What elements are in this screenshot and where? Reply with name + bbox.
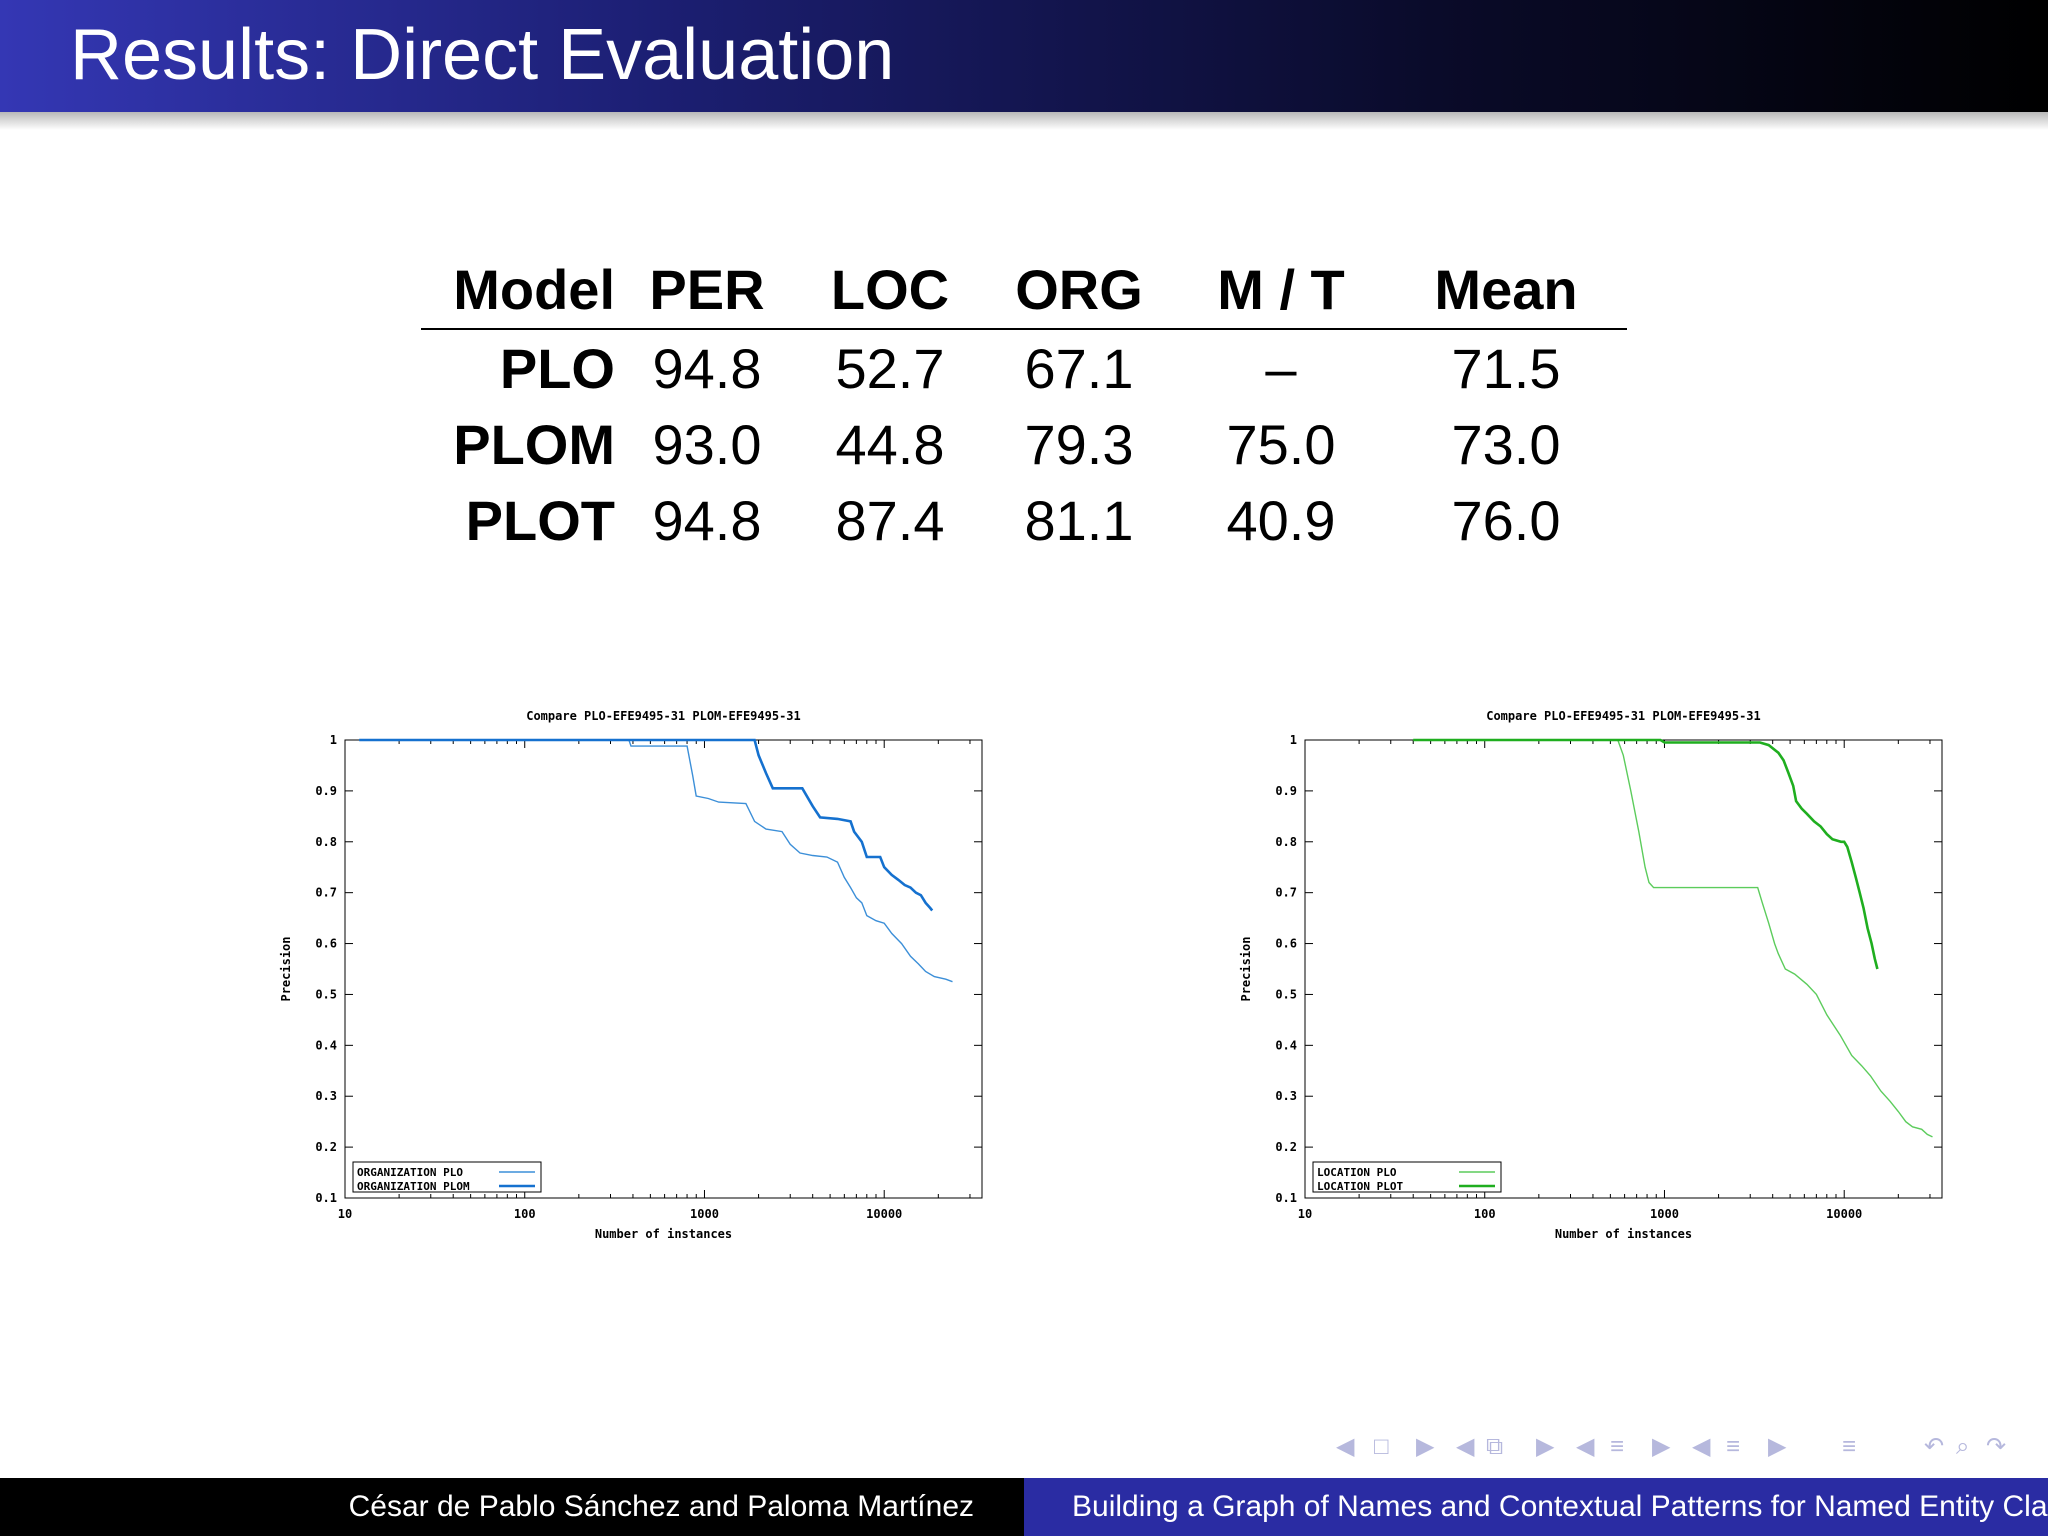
legend-label: LOCATION PLOT xyxy=(1317,1180,1403,1193)
chart-title: Compare PLO-EFE9495-31 PLOM-EFE9495-31 xyxy=(526,709,801,723)
y-tick-label: 0.6 xyxy=(315,937,337,951)
cell-mean: 71.5 xyxy=(1451,336,1561,400)
undo-icon[interactable]: ↶ xyxy=(1924,1433,1945,1460)
y-axis-label: Precision xyxy=(1239,936,1253,1001)
series-line xyxy=(1413,739,1933,1138)
header-mt: M / T xyxy=(1177,250,1385,330)
y-tick-label: 1 xyxy=(1290,733,1297,747)
cell-mt: – xyxy=(1265,336,1297,400)
y-tick-label: 0.3 xyxy=(1275,1089,1297,1103)
cell-per: 94.8 xyxy=(652,488,762,552)
cell-per: 94.8 xyxy=(652,336,762,400)
document-section-icon[interactable]: ≡ xyxy=(1726,1433,1741,1460)
cell-org: 67.1 xyxy=(1024,336,1134,400)
slide-title-bar: Results: Direct Evaluation xyxy=(0,0,2048,112)
x-tick-label: 10000 xyxy=(866,1207,902,1221)
legend-label: ORGANIZATION PLO xyxy=(357,1166,463,1179)
frame-icon[interactable]: □ xyxy=(1374,1433,1389,1460)
cell-per: 93.0 xyxy=(652,412,762,476)
cell-loc: 87.4 xyxy=(835,488,945,552)
table-header-row: Model PER LOC ORG M / T Mean xyxy=(421,250,1627,330)
x-tick-label: 100 xyxy=(514,1207,536,1221)
document-next-arrow-icon[interactable]: ▶ xyxy=(1768,1433,1787,1460)
y-tick-label: 0.1 xyxy=(315,1191,337,1205)
cell-model: PLO xyxy=(499,336,615,400)
cell-mt: 40.9 xyxy=(1226,488,1336,552)
cell-org: 81.1 xyxy=(1024,488,1134,552)
y-tick-label: 0.9 xyxy=(1275,784,1297,798)
footer-authors: César de Pablo Sánchez and Paloma Martín… xyxy=(0,1478,1024,1536)
cell-mean: 76.0 xyxy=(1451,488,1561,552)
x-tick-label: 1000 xyxy=(690,1207,719,1221)
cell-loc: 44.8 xyxy=(835,412,945,476)
y-tick-label: 0.4 xyxy=(315,1038,337,1052)
y-tick-label: 0.8 xyxy=(315,835,337,849)
header-per: PER xyxy=(615,250,799,330)
cell-mt: 75.0 xyxy=(1226,412,1336,476)
x-tick-label: 1000 xyxy=(1650,1207,1679,1221)
location-chart-svg: Compare PLO-EFE9495-31 PLOM-EFE9495-31 0.… xyxy=(1239,709,1943,1241)
plot-frame xyxy=(1304,739,1943,1199)
table-row: PLOM 93.0 44.8 79.3 75.0 73.0 xyxy=(421,406,1627,482)
subsection-icon[interactable]: ⧉ xyxy=(1486,1433,1504,1460)
y-tick-label: 0.5 xyxy=(315,987,337,1001)
footer-talk-title: Building a Graph of Names and Contextual… xyxy=(1024,1478,2048,1536)
series-line xyxy=(359,739,953,983)
organization-precision-chart: Compare PLO-EFE9495-31 PLOM-EFE9495-31 0.… xyxy=(270,700,990,1260)
y-tick-label: 0.9 xyxy=(315,784,337,798)
section-next-arrow-icon[interactable]: ▶ xyxy=(1652,1433,1671,1460)
x-tick-label: 10000 xyxy=(1826,1207,1862,1221)
plot-frame xyxy=(344,739,983,1199)
header-org: ORG xyxy=(981,250,1177,330)
y-tick-label: 0.8 xyxy=(1275,835,1297,849)
x-tick-label: 10 xyxy=(338,1207,352,1221)
x-axis-label: Number of instances xyxy=(1555,1227,1692,1241)
header-loc: LOC xyxy=(799,250,981,330)
y-tick-label: 0.5 xyxy=(1275,987,1297,1001)
slide-title: Results: Direct Evaluation xyxy=(70,15,895,95)
y-tick-label: 1 xyxy=(330,733,337,747)
y-axis-label: Precision xyxy=(279,936,293,1001)
cell-model: PLOT xyxy=(465,488,615,552)
legend-label: ORGANIZATION PLOM xyxy=(357,1180,470,1193)
slide-footer: César de Pablo Sánchez and Paloma Martín… xyxy=(0,1478,2048,1536)
x-tick-label: 100 xyxy=(1474,1207,1496,1221)
frame-prev-arrow-icon[interactable]: ◀ xyxy=(1336,1433,1355,1460)
appendix-icon[interactable]: ≡ xyxy=(1842,1433,1857,1460)
frame-next-arrow-icon[interactable]: ▶ xyxy=(1416,1433,1435,1460)
section-icon[interactable]: ≡ xyxy=(1610,1433,1625,1460)
x-tick-label: 10 xyxy=(1298,1207,1312,1221)
y-tick-label: 0.1 xyxy=(1275,1191,1297,1205)
y-tick-label: 0.2 xyxy=(315,1140,337,1154)
cell-loc: 52.7 xyxy=(835,336,945,400)
cell-mean: 73.0 xyxy=(1451,412,1561,476)
section-prev-arrow-icon[interactable]: ◀ xyxy=(1576,1433,1595,1460)
legend-label: LOCATION PLO xyxy=(1317,1166,1397,1179)
results-table: Model PER LOC ORG M / T Mean PLO 94.8 52… xyxy=(421,250,1627,558)
location-precision-chart: Compare PLO-EFE9495-31 PLOM-EFE9495-31 0.… xyxy=(1230,700,1950,1260)
table-row: PLO 94.8 52.7 67.1 – 71.5 xyxy=(421,329,1627,406)
organization-chart-svg: Compare PLO-EFE9495-31 PLOM-EFE9495-31 0.… xyxy=(279,709,983,1241)
document-prev-arrow-icon[interactable]: ◀ xyxy=(1692,1433,1711,1460)
y-tick-label: 0.6 xyxy=(1275,937,1297,951)
chart-title: Compare PLO-EFE9495-31 PLOM-EFE9495-31 xyxy=(1486,709,1761,723)
search-icon[interactable]: ⌕ xyxy=(1956,1433,1970,1460)
y-tick-label: 0.2 xyxy=(1275,1140,1297,1154)
title-bar-shadow xyxy=(0,112,2048,130)
y-tick-label: 0.4 xyxy=(1275,1038,1297,1052)
subsection-prev-arrow-icon[interactable]: ◀ xyxy=(1456,1433,1475,1460)
header-model: Model xyxy=(421,250,615,330)
subsection-next-arrow-icon[interactable]: ▶ xyxy=(1536,1433,1555,1460)
redo-icon[interactable]: ↷ xyxy=(1986,1433,2007,1460)
y-tick-label: 0.7 xyxy=(315,886,337,900)
header-mean: Mean xyxy=(1385,250,1627,330)
cell-org: 79.3 xyxy=(1024,412,1134,476)
y-tick-label: 0.7 xyxy=(1275,886,1297,900)
series-line xyxy=(359,738,934,912)
table-row: PLOT 94.8 87.4 81.1 40.9 76.0 xyxy=(421,482,1627,558)
cell-model: PLOM xyxy=(453,412,615,476)
y-tick-label: 0.3 xyxy=(315,1089,337,1103)
series-line xyxy=(1413,738,1879,970)
x-axis-label: Number of instances xyxy=(595,1227,732,1241)
